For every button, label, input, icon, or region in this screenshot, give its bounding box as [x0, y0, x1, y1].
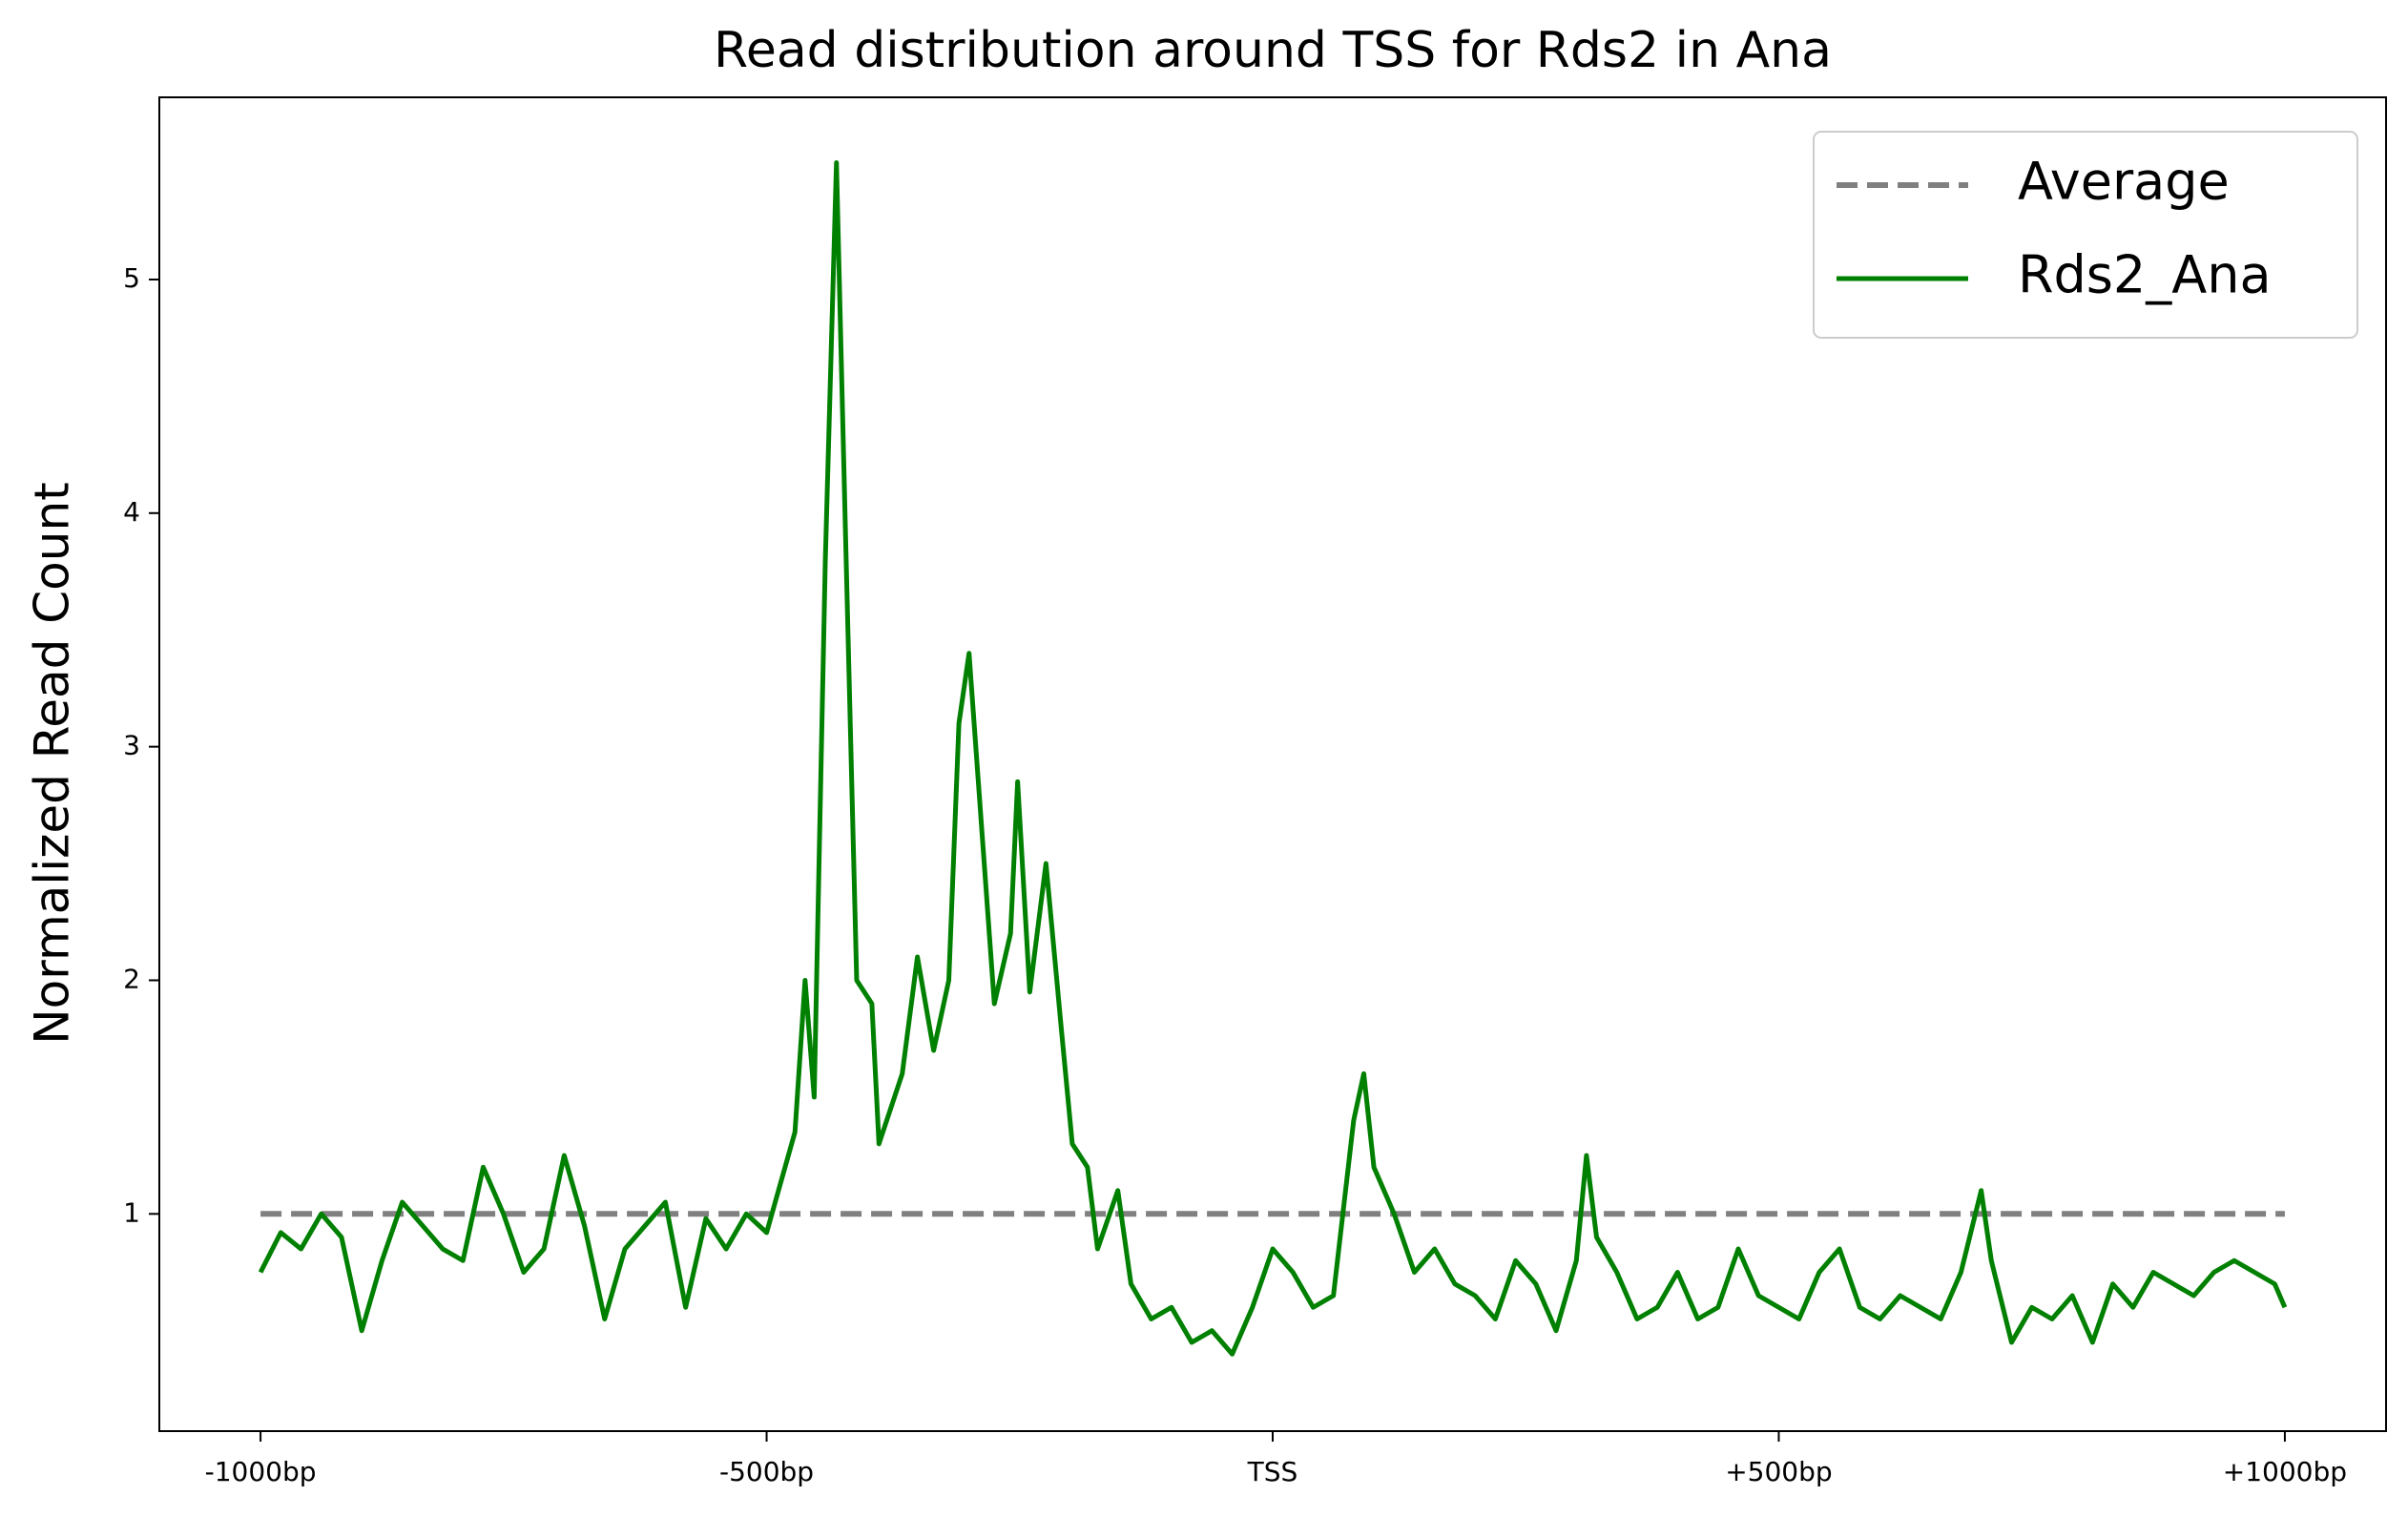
y-tick-label: 3	[123, 730, 140, 761]
data-line	[258, 160, 2288, 1357]
y-tick-label: 4	[123, 496, 140, 528]
legend-label: Rds2_Ana	[2018, 245, 2272, 305]
x-tick-label: +1000bp	[2223, 1456, 2347, 1487]
plot-frame	[158, 96, 2387, 1432]
x-tick-label: -500bp	[719, 1456, 814, 1487]
chart-title: Read distribution around TSS for Rds2 in…	[714, 22, 1832, 79]
legend-box	[1813, 131, 2358, 339]
legend-label: Average	[2018, 152, 2230, 212]
x-tick-label: -1000bp	[205, 1456, 317, 1487]
y-tick-label: 2	[123, 963, 140, 994]
x-tick-label: +500bp	[1725, 1456, 1832, 1487]
y-tick-label: 5	[123, 262, 140, 294]
x-tick-label: TSS	[1247, 1456, 1298, 1487]
y-tick-label: 1	[123, 1196, 140, 1228]
y-axis-label: Normalized Read Count	[25, 482, 80, 1044]
